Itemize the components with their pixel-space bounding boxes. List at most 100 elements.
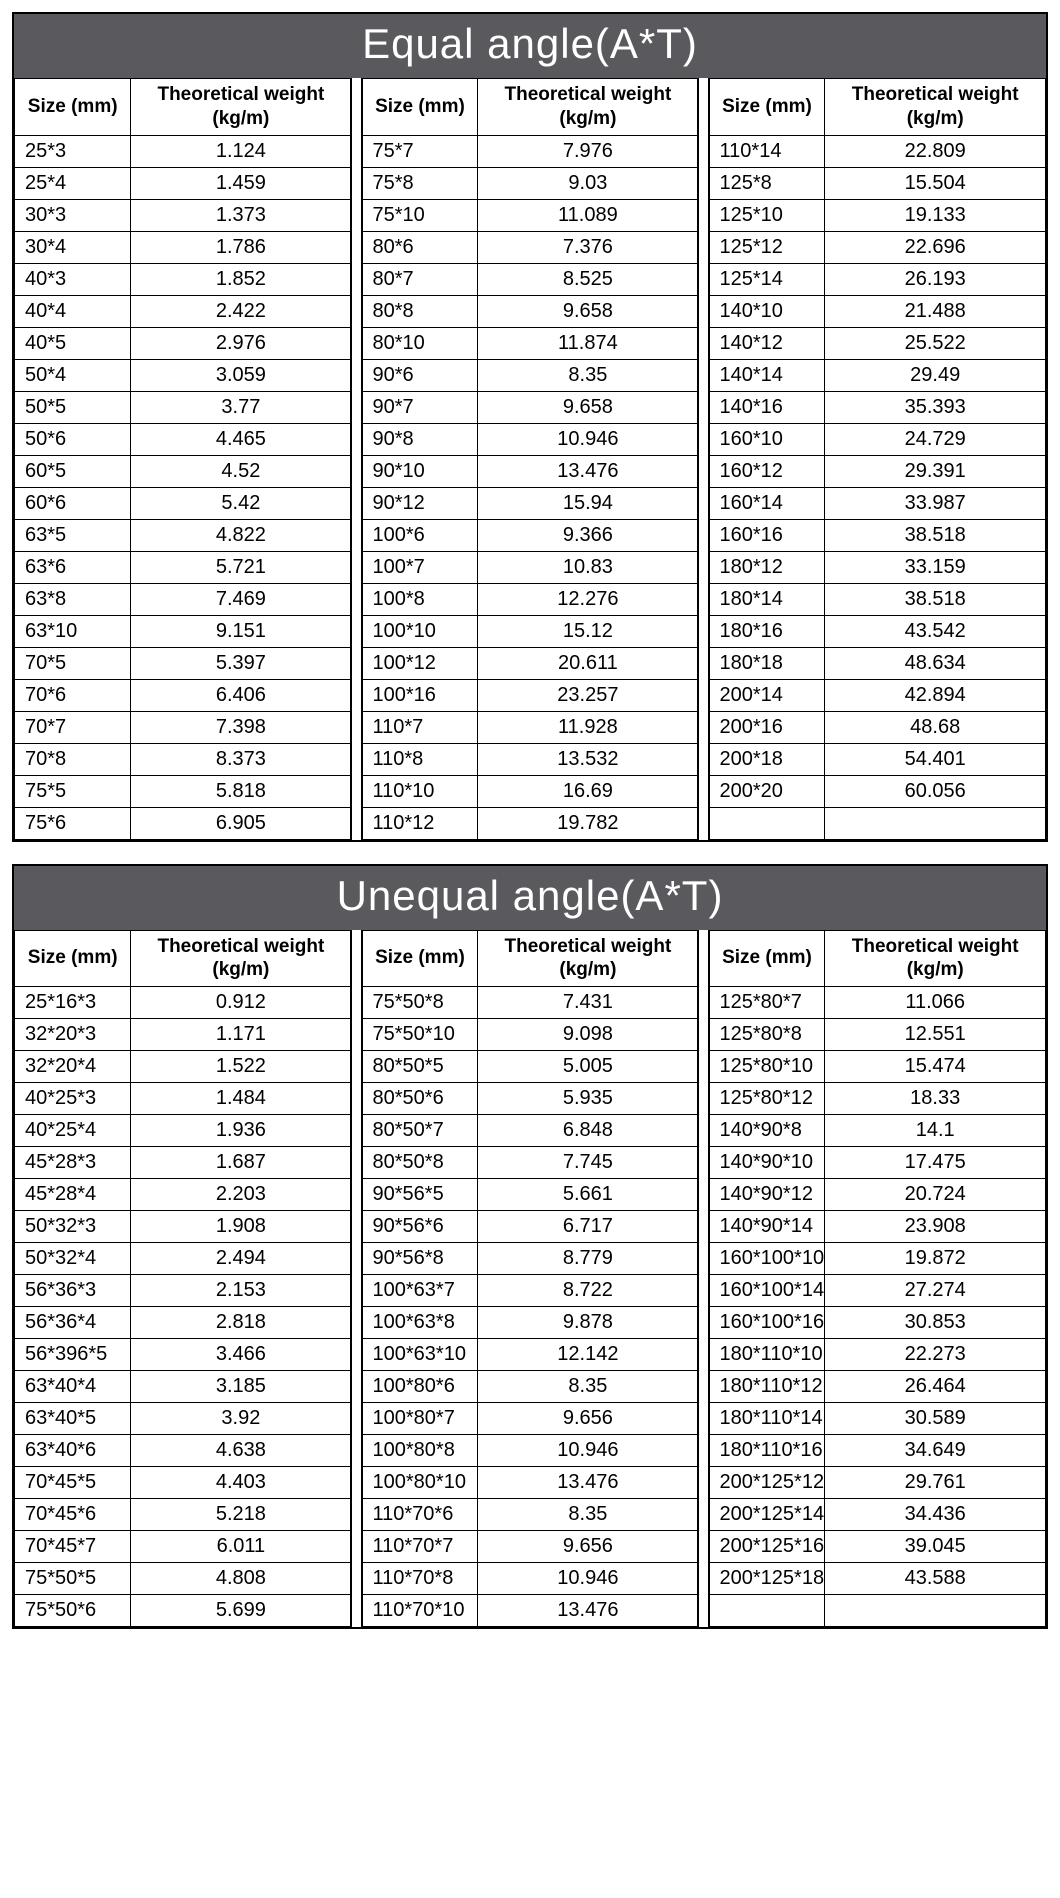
table-row: 30*41.78680*67.376125*1222.696 bbox=[15, 231, 1046, 263]
cell-size: 125*80*12 bbox=[709, 1083, 825, 1115]
column-gap bbox=[351, 1243, 361, 1275]
cell-weight: 12.142 bbox=[478, 1339, 699, 1371]
cell-size: 75*7 bbox=[362, 135, 478, 167]
cell-size: 70*5 bbox=[15, 647, 131, 679]
cell-weight: 13.476 bbox=[478, 1467, 699, 1499]
cell-weight: 1.124 bbox=[131, 135, 352, 167]
column-gap bbox=[351, 1339, 361, 1371]
column-gap bbox=[698, 391, 708, 423]
cell-size: 125*10 bbox=[709, 199, 825, 231]
cell-weight: 5.661 bbox=[478, 1179, 699, 1211]
cell-weight: 39.045 bbox=[825, 1531, 1046, 1563]
cell-size: 200*20 bbox=[709, 775, 825, 807]
cell-weight: 10.946 bbox=[478, 1435, 699, 1467]
cell-size: 160*100*10 bbox=[709, 1243, 825, 1275]
column-gap bbox=[698, 423, 708, 455]
cell-weight: 9.656 bbox=[478, 1403, 699, 1435]
table-row: 45*28*42.20390*56*55.661140*90*1220.724 bbox=[15, 1179, 1046, 1211]
column-gap bbox=[698, 679, 708, 711]
cell-weight: 7.976 bbox=[478, 135, 699, 167]
column-gap bbox=[698, 1083, 708, 1115]
column-gap bbox=[698, 1595, 708, 1627]
column-gap bbox=[698, 1499, 708, 1531]
cell-weight: 1.459 bbox=[131, 167, 352, 199]
table-row: 63*65.721100*710.83180*1233.159 bbox=[15, 551, 1046, 583]
table-row: 56*396*53.466100*63*1012.142180*110*1022… bbox=[15, 1339, 1046, 1371]
cell-size: 200*125*16 bbox=[709, 1531, 825, 1563]
cell-weight: 4.403 bbox=[131, 1467, 352, 1499]
cell-size: 25*16*3 bbox=[15, 987, 131, 1019]
table-row: 75*55.818110*1016.69200*2060.056 bbox=[15, 775, 1046, 807]
table-row: 40*42.42280*89.658140*1021.488 bbox=[15, 295, 1046, 327]
column-gap bbox=[698, 263, 708, 295]
column-gap bbox=[351, 775, 361, 807]
cell-weight bbox=[825, 1595, 1046, 1627]
cell-size: 30*4 bbox=[15, 231, 131, 263]
cell-size: 200*125*12 bbox=[709, 1467, 825, 1499]
cell-weight: 9.658 bbox=[478, 295, 699, 327]
column-gap bbox=[698, 583, 708, 615]
column-gap bbox=[698, 1563, 708, 1595]
cell-weight: 29.391 bbox=[825, 455, 1046, 487]
cell-weight: 5.397 bbox=[131, 647, 352, 679]
cell-size: 110*70*6 bbox=[362, 1499, 478, 1531]
column-gap bbox=[698, 711, 708, 743]
cell-weight: 3.92 bbox=[131, 1403, 352, 1435]
cell-size: 100*6 bbox=[362, 519, 478, 551]
cell-size: 70*8 bbox=[15, 743, 131, 775]
cell-size: 50*32*3 bbox=[15, 1211, 131, 1243]
cell-weight: 15.94 bbox=[478, 487, 699, 519]
column-gap bbox=[351, 679, 361, 711]
table-row: 40*25*31.48480*50*65.935125*80*1218.33 bbox=[15, 1083, 1046, 1115]
cell-size: 90*56*6 bbox=[362, 1211, 478, 1243]
col-header-size: Size (mm) bbox=[362, 930, 478, 987]
cell-weight: 29.761 bbox=[825, 1467, 1046, 1499]
column-gap bbox=[698, 1435, 708, 1467]
cell-size: 200*18 bbox=[709, 743, 825, 775]
column-gap bbox=[698, 199, 708, 231]
table-row: 30*31.37375*1011.089125*1019.133 bbox=[15, 199, 1046, 231]
table-row: 70*55.397100*1220.611180*1848.634 bbox=[15, 647, 1046, 679]
column-gap bbox=[698, 295, 708, 327]
cell-size: 80*6 bbox=[362, 231, 478, 263]
cell-weight: 10.946 bbox=[478, 423, 699, 455]
column-gap bbox=[351, 1371, 361, 1403]
column-gap bbox=[351, 295, 361, 327]
column-gap bbox=[351, 807, 361, 839]
cell-size: 125*12 bbox=[709, 231, 825, 263]
cell-weight: 27.274 bbox=[825, 1275, 1046, 1307]
cell-size bbox=[709, 1595, 825, 1627]
cell-weight: 60.056 bbox=[825, 775, 1046, 807]
column-gap bbox=[698, 647, 708, 679]
table-row: 40*25*41.93680*50*76.848140*90*814.1 bbox=[15, 1115, 1046, 1147]
cell-size: 110*70*7 bbox=[362, 1531, 478, 1563]
cell-size: 90*8 bbox=[362, 423, 478, 455]
cell-size: 80*50*5 bbox=[362, 1051, 478, 1083]
column-gap bbox=[351, 455, 361, 487]
table-row: 63*87.469100*812.276180*1438.518 bbox=[15, 583, 1046, 615]
cell-weight: 26.464 bbox=[825, 1371, 1046, 1403]
table-row: 56*36*32.153100*63*78.722160*100*1427.27… bbox=[15, 1275, 1046, 1307]
column-gap bbox=[351, 1051, 361, 1083]
table-row: 25*16*30.91275*50*87.431125*80*711.066 bbox=[15, 987, 1046, 1019]
table-row: 32*20*31.17175*50*109.098125*80*812.551 bbox=[15, 1019, 1046, 1051]
cell-weight: 13.532 bbox=[478, 743, 699, 775]
cell-weight: 22.696 bbox=[825, 231, 1046, 263]
column-gap bbox=[698, 1371, 708, 1403]
cell-size: 100*63*8 bbox=[362, 1307, 478, 1339]
cell-size: 90*6 bbox=[362, 359, 478, 391]
cell-size: 100*16 bbox=[362, 679, 478, 711]
cell-weight: 1.687 bbox=[131, 1147, 352, 1179]
table-row: 63*54.822100*69.366160*1638.518 bbox=[15, 519, 1046, 551]
cell-size: 75*50*10 bbox=[362, 1019, 478, 1051]
column-gap bbox=[698, 1339, 708, 1371]
cell-size: 110*7 bbox=[362, 711, 478, 743]
column-gap bbox=[698, 1211, 708, 1243]
cell-size: 50*6 bbox=[15, 423, 131, 455]
cell-size: 75*50*6 bbox=[15, 1595, 131, 1627]
cell-weight: 1.786 bbox=[131, 231, 352, 263]
cell-size: 70*7 bbox=[15, 711, 131, 743]
column-gap bbox=[351, 199, 361, 231]
column-gap bbox=[351, 1435, 361, 1467]
cell-size: 56*36*4 bbox=[15, 1307, 131, 1339]
